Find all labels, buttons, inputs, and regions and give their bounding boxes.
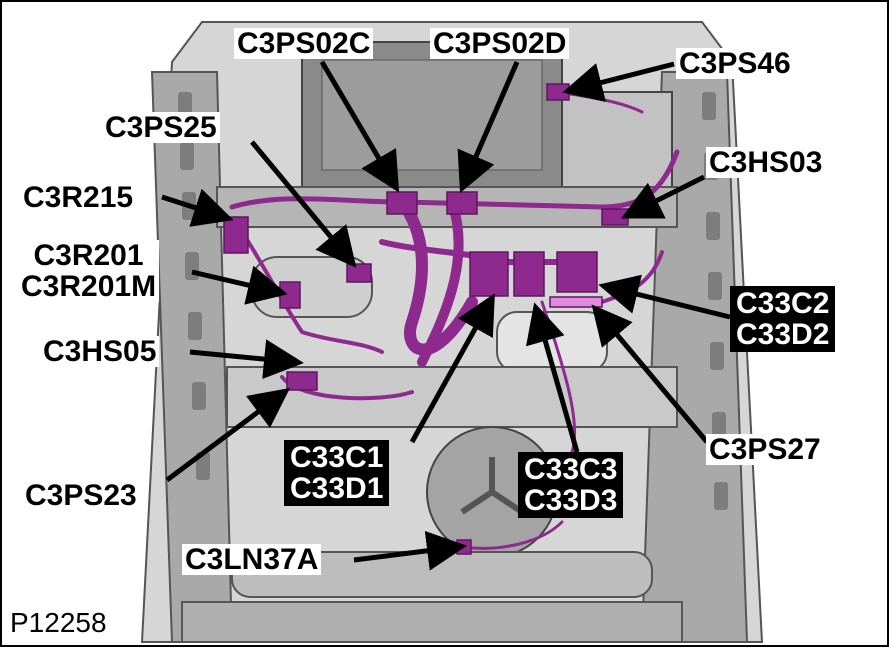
- label-c3r201-line2: C3R201M: [21, 270, 157, 303]
- connector-c3ps25: [346, 263, 372, 283]
- label-c3r215: C3R215: [20, 182, 137, 213]
- label-c3ps23: C3PS23: [22, 480, 140, 511]
- label-c33c3: C33C3: [524, 453, 618, 486]
- label-c33d1: C33D1: [290, 472, 384, 505]
- figure-reference: P12258: [6, 607, 111, 639]
- label-c3ps02d: C3PS02D: [430, 28, 570, 59]
- label-c3ps25: C3PS25: [102, 112, 220, 143]
- label-c3hs05: C3HS05: [40, 336, 160, 367]
- label-c3hs03: C3HS03: [706, 147, 826, 178]
- connector-c3hs03: [601, 208, 629, 226]
- connector-c33c3: [513, 251, 545, 297]
- label-c3ps02c: C3PS02C: [234, 28, 374, 59]
- label-c3ln37a: C3LN37A: [182, 544, 322, 575]
- connector-c3ps23: [286, 371, 318, 391]
- label-c33d3: C33D3: [524, 484, 618, 517]
- callout-leaders: [161, 60, 731, 571]
- label-c3r201-line1: C3R201: [33, 239, 144, 272]
- connector-c33c2: [556, 251, 598, 293]
- connector-c3r201: [279, 281, 301, 309]
- label-c33c2-c33d2: C33C2 C33D2: [730, 286, 836, 352]
- connector-c3r215: [223, 216, 249, 254]
- connector-c3ps46: [546, 83, 570, 101]
- connector-c3ln37a: [456, 539, 472, 555]
- label-c3r201: C3R201 C3R201M: [18, 239, 160, 303]
- label-c33c1-c33d1: C33C1 C33D1: [284, 440, 390, 506]
- label-c3ps46: C3PS46: [676, 48, 794, 79]
- label-c33c2: C33C2: [736, 287, 830, 320]
- label-c33c3-c33d3: C33C3 C33D3: [518, 452, 624, 518]
- label-c33d2: C33D2: [736, 318, 830, 351]
- connector-c3ps02c: [386, 191, 418, 215]
- connector-c3ps02d: [446, 191, 478, 215]
- label-c3ps27: C3PS27: [706, 434, 824, 465]
- connector-c3ps27: [549, 296, 603, 308]
- connector-c33c1: [469, 251, 509, 297]
- label-c33c1: C33C1: [290, 441, 384, 474]
